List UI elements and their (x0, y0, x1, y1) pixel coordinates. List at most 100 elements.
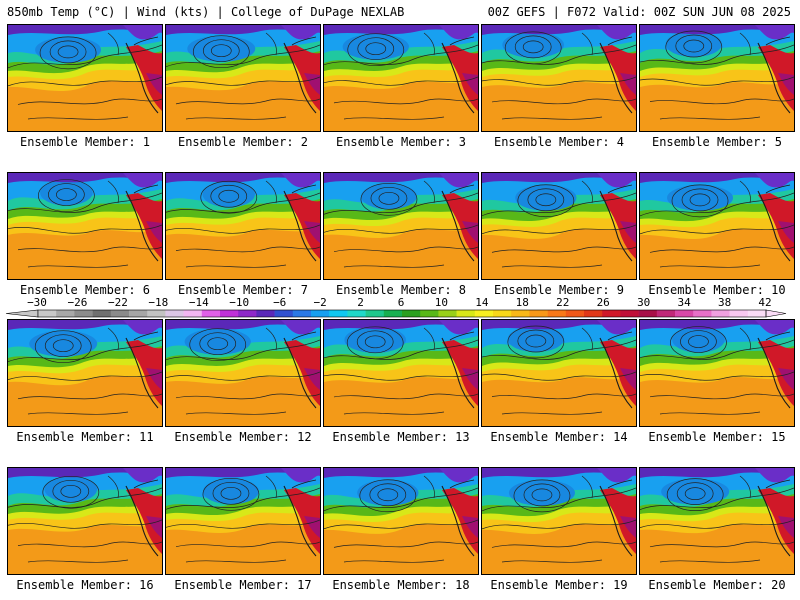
ensemble-member-label: Ensemble Member: 5 (651, 135, 783, 149)
colorbar-segment (129, 310, 148, 317)
colorbar-tick-label: 34 (677, 296, 691, 309)
colorbar-tick-label: 10 (434, 296, 449, 309)
colorbar-tick-label: −18 (148, 296, 169, 309)
colorbar-segment (584, 310, 603, 317)
colorbar-segment (675, 310, 694, 317)
temperature-colorbar (5, 309, 787, 318)
colorbar-segment (602, 310, 621, 317)
ensemble-member-map (639, 172, 795, 280)
ensemble-member-label: Ensemble Member: 1 (19, 135, 151, 149)
ensemble-member-label: Ensemble Member: 8 (335, 283, 467, 297)
colorbar-frame (37, 309, 767, 318)
colorbar-tick-label: 38 (717, 296, 732, 309)
colorbar-segment (656, 310, 676, 317)
colorbar-tick-label: 18 (515, 296, 529, 309)
run-info: 00Z GEFS | F072 Valid: 00Z SUN JUN 08 20… (487, 5, 791, 19)
colorbar-segment (420, 310, 439, 317)
colorbar-segment (74, 310, 93, 317)
colorbar-segment (474, 310, 494, 317)
colorbar-tick-label: −14 (188, 296, 209, 309)
colorbar-segment (693, 310, 712, 317)
colorbar-segment (147, 310, 166, 317)
ensemble-member-label: Ensemble Member: 15 (648, 430, 786, 444)
ensemble-member-map (481, 319, 637, 427)
colorbar-segment (165, 310, 184, 317)
colorbar-tick-label: 14 (475, 296, 489, 309)
ensemble-member-label: Ensemble Member: 16 (16, 578, 154, 592)
colorbar-tick-label: 42 (758, 296, 772, 309)
ensemble-member-label: Ensemble Member: 11 (16, 430, 154, 444)
ensemble-member-map (323, 172, 479, 280)
chart-title: 850mb Temp (°C) | Wind (kts) | College o… (7, 5, 405, 19)
ensemble-member-label: Ensemble Member: 2 (177, 135, 309, 149)
ensemble-member-label: Ensemble Member: 3 (335, 135, 467, 149)
colorbar-segment (383, 310, 403, 317)
colorbar-segment (292, 310, 312, 317)
ensemble-member-map (165, 467, 321, 575)
ensemble-member-map (7, 24, 163, 132)
colorbar-segment (329, 310, 348, 317)
colorbar-segment (256, 310, 275, 317)
colorbar-tick-label: −22 (107, 296, 128, 309)
colorbar-tick-label: −2 (313, 296, 327, 309)
colorbar-segment (729, 310, 749, 317)
ensemble-member-label: Ensemble Member: 17 (174, 578, 312, 592)
ensemble-member-label: Ensemble Member: 18 (332, 578, 470, 592)
colorbar-tick-label: 22 (556, 296, 570, 309)
ensemble-member-map (481, 24, 637, 132)
ensemble-member-map (7, 172, 163, 280)
colorbar-segment (56, 310, 75, 317)
colorbar-tick-label: 30 (637, 296, 651, 309)
ensemble-member-map (481, 172, 637, 280)
colorbar-segment (493, 310, 512, 317)
colorbar-segment (92, 310, 112, 317)
colorbar-segment (38, 310, 57, 317)
ensemble-member-map (639, 319, 795, 427)
ensemble-member-map (323, 467, 479, 575)
colorbar-segment (511, 310, 530, 317)
colorbar-tick-label: 26 (596, 296, 610, 309)
ensemble-member-map (165, 172, 321, 280)
ensemble-member-map (323, 319, 479, 427)
colorbar-segment (183, 310, 203, 317)
colorbar-segment (547, 310, 567, 317)
colorbar-segment (711, 310, 730, 317)
colorbar-tick-label: −26 (67, 296, 88, 309)
ensemble-member-map (639, 24, 795, 132)
colorbar-segment (402, 310, 421, 317)
colorbar-tick-label: −30 (27, 296, 47, 309)
colorbar-segment (220, 310, 239, 317)
ensemble-member-label: Ensemble Member: 20 (648, 578, 786, 592)
colorbar-tick-label: 2 (357, 296, 364, 309)
ensemble-member-label: Ensemble Member: 7 (177, 283, 309, 297)
colorbar-segment (238, 310, 257, 317)
ensemble-member-map (7, 319, 163, 427)
colorbar-segment (565, 310, 585, 317)
colorbar-segment (747, 310, 767, 317)
ensemble-member-map (165, 319, 321, 427)
colorbar-right-arrow (765, 309, 787, 318)
colorbar-segment (201, 310, 221, 317)
ensemble-member-label: Ensemble Member: 4 (493, 135, 625, 149)
ensemble-member-label: Ensemble Member: 10 (648, 283, 786, 297)
colorbar-segment (274, 310, 294, 317)
ensemble-member-map (639, 467, 795, 575)
colorbar-left-arrow (5, 309, 39, 318)
ensemble-member-label: Ensemble Member: 13 (332, 430, 470, 444)
colorbar-segment (638, 310, 658, 317)
colorbar-segment (438, 310, 457, 317)
ensemble-member-label: Ensemble Member: 9 (493, 283, 625, 297)
colorbar-segment (456, 310, 476, 317)
ensemble-member-map (165, 24, 321, 132)
colorbar-tick-label: −6 (273, 296, 287, 309)
ensemble-member-label: Ensemble Member: 19 (490, 578, 628, 592)
ensemble-member-label: Ensemble Member: 14 (490, 430, 628, 444)
ensemble-member-map (7, 467, 163, 575)
colorbar-segment (110, 310, 130, 317)
colorbar-segment (311, 310, 330, 317)
colorbar-tick-label: −10 (229, 296, 250, 309)
colorbar-tick-label: 6 (397, 296, 405, 309)
colorbar-segment (365, 310, 385, 317)
ensemble-member-label: Ensemble Member: 12 (174, 430, 312, 444)
ensemble-member-label: Ensemble Member: 6 (19, 283, 151, 297)
